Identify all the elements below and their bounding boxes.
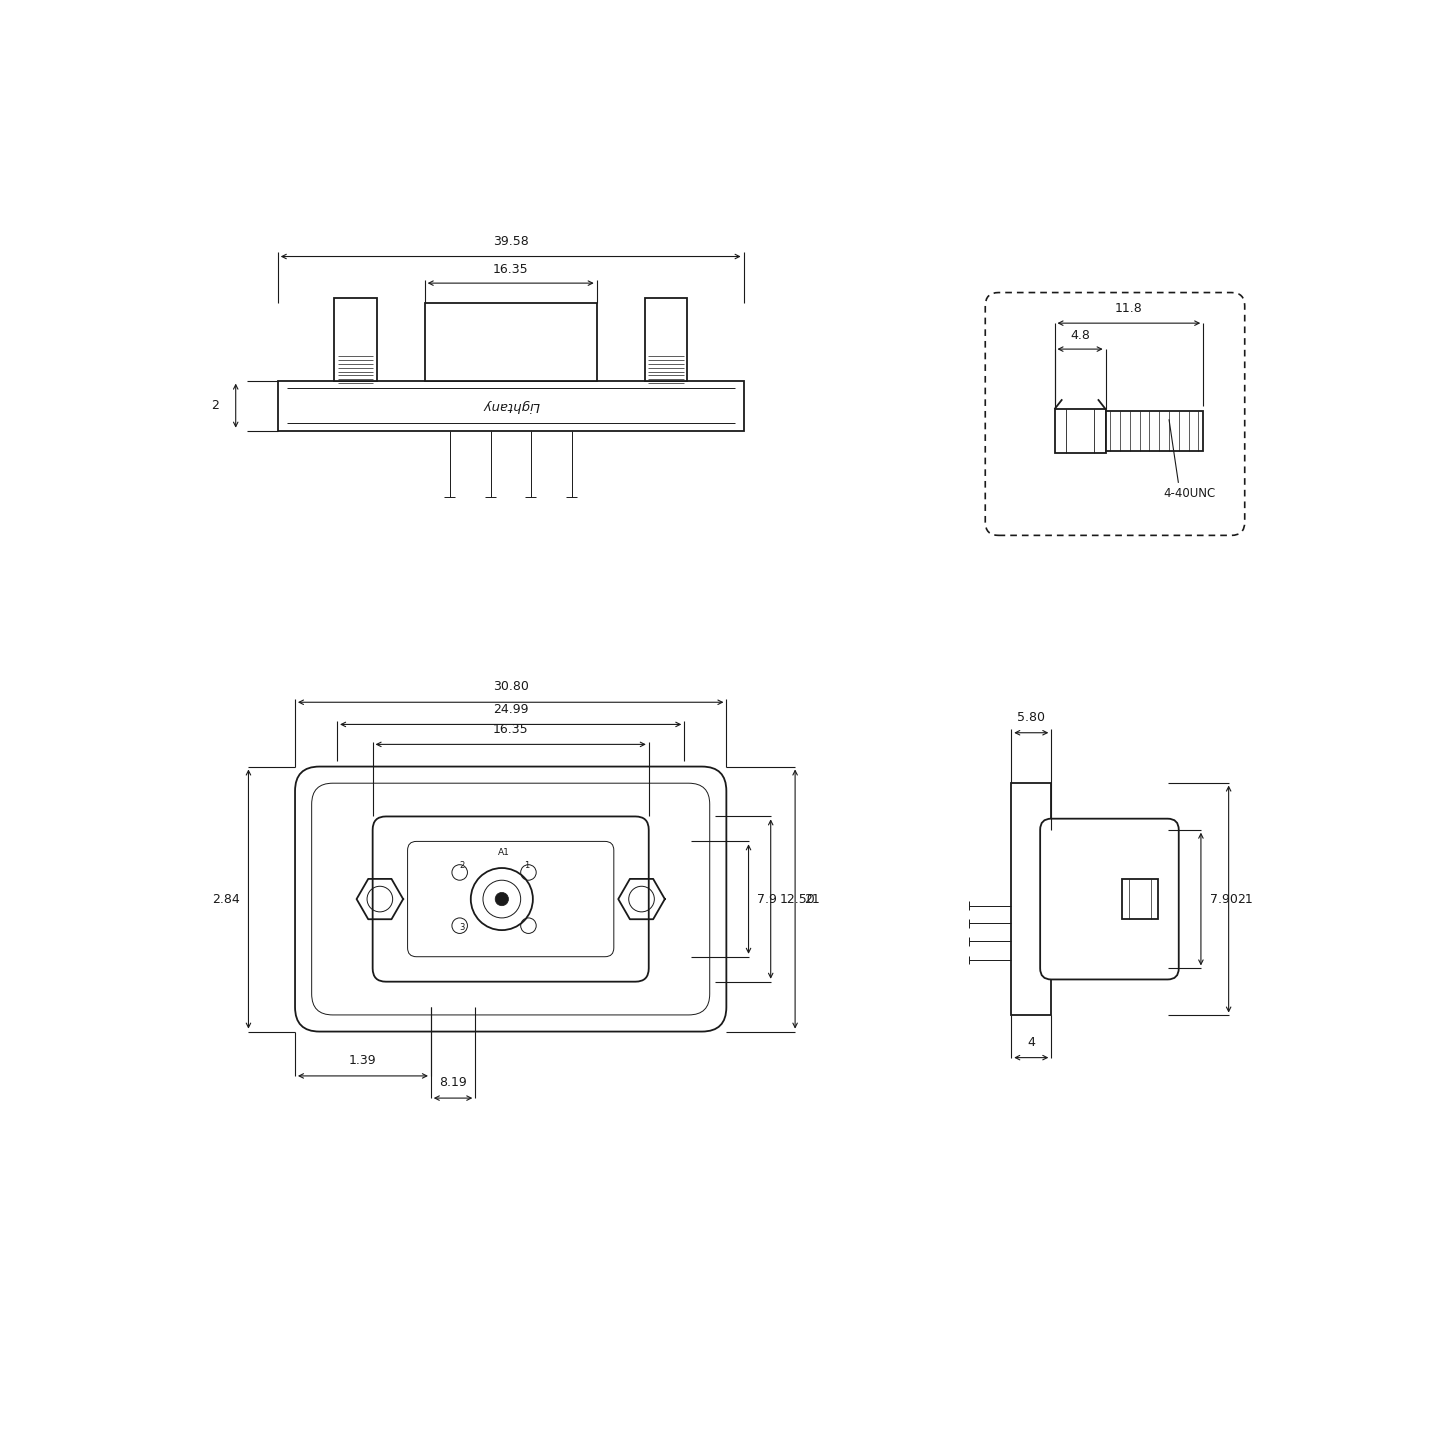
Text: 11.8: 11.8 bbox=[1115, 302, 1143, 315]
FancyBboxPatch shape bbox=[373, 816, 649, 982]
Text: 4-40UNC: 4-40UNC bbox=[1164, 488, 1215, 501]
Text: 16.35: 16.35 bbox=[492, 723, 528, 736]
Circle shape bbox=[495, 893, 508, 906]
Text: 2: 2 bbox=[459, 861, 465, 870]
Text: 5.80: 5.80 bbox=[1017, 711, 1045, 724]
Text: 4: 4 bbox=[1027, 1035, 1035, 1048]
Text: 21: 21 bbox=[804, 893, 819, 906]
Text: 1: 1 bbox=[524, 861, 528, 870]
Text: 39.58: 39.58 bbox=[492, 235, 528, 248]
Bar bbox=[1122, 878, 1158, 919]
Bar bbox=[334, 298, 376, 380]
Text: 21: 21 bbox=[1237, 893, 1253, 906]
FancyBboxPatch shape bbox=[1040, 819, 1179, 979]
Bar bbox=[278, 380, 743, 431]
Text: 7.9: 7.9 bbox=[757, 893, 778, 906]
Text: 4.8: 4.8 bbox=[1070, 330, 1090, 343]
Text: 2.84: 2.84 bbox=[212, 893, 239, 906]
Bar bbox=[1106, 412, 1204, 451]
Bar bbox=[645, 298, 687, 380]
Text: 24.99: 24.99 bbox=[492, 703, 528, 716]
Text: 16.35: 16.35 bbox=[492, 264, 528, 276]
Text: 7.90: 7.90 bbox=[1210, 893, 1237, 906]
FancyBboxPatch shape bbox=[985, 292, 1244, 536]
Text: 8.19: 8.19 bbox=[439, 1076, 467, 1089]
Text: A1: A1 bbox=[498, 848, 510, 857]
Text: 12.50: 12.50 bbox=[779, 893, 815, 906]
Text: 1.39: 1.39 bbox=[348, 1054, 377, 1067]
FancyBboxPatch shape bbox=[295, 766, 726, 1031]
Bar bbox=[425, 302, 596, 380]
Bar bbox=[1054, 409, 1106, 454]
Text: 2: 2 bbox=[212, 399, 219, 412]
Bar bbox=[1011, 783, 1051, 1015]
Text: Lightany: Lightany bbox=[482, 399, 540, 412]
Text: 30.80: 30.80 bbox=[492, 680, 528, 694]
Text: 3: 3 bbox=[459, 923, 465, 933]
